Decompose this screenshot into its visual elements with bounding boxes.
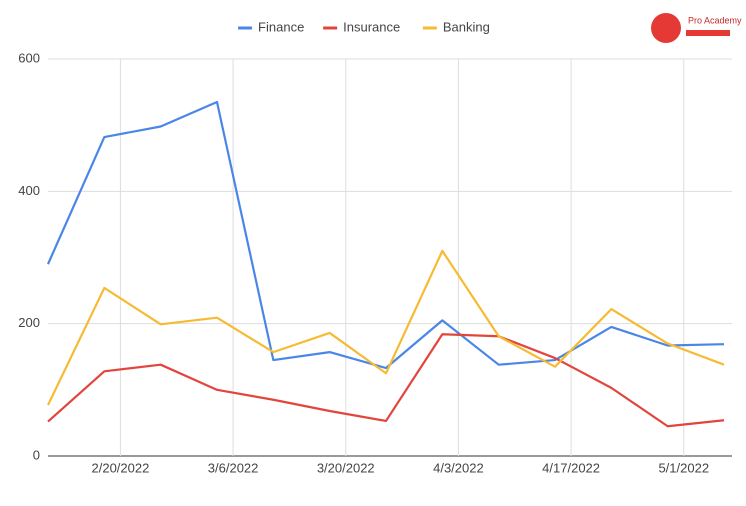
series-line bbox=[46, 100, 725, 370]
logo-bar bbox=[686, 30, 730, 36]
x-tick-label: 3/6/2022 bbox=[208, 460, 259, 475]
logo-icon bbox=[651, 13, 681, 43]
legend-label: Banking bbox=[443, 19, 490, 34]
legend-label: Finance bbox=[258, 19, 304, 34]
logo-text: Pro Academy bbox=[688, 15, 742, 25]
y-tick-label: 600 bbox=[18, 50, 40, 65]
y-tick-label: 0 bbox=[33, 447, 40, 462]
y-tick-label: 200 bbox=[18, 315, 40, 330]
y-tick-label: 400 bbox=[18, 183, 40, 198]
x-tick-label: 4/3/2022 bbox=[433, 460, 484, 475]
series-line bbox=[47, 333, 725, 428]
x-tick-label: 3/20/2022 bbox=[317, 460, 375, 475]
legend-label: Insurance bbox=[343, 19, 400, 34]
x-tick-label: 5/1/2022 bbox=[658, 460, 709, 475]
x-tick-label: 4/17/2022 bbox=[542, 460, 600, 475]
logo: Pro Academy bbox=[651, 13, 742, 43]
series-line bbox=[47, 249, 725, 406]
x-tick-label: 2/20/2022 bbox=[92, 460, 150, 475]
